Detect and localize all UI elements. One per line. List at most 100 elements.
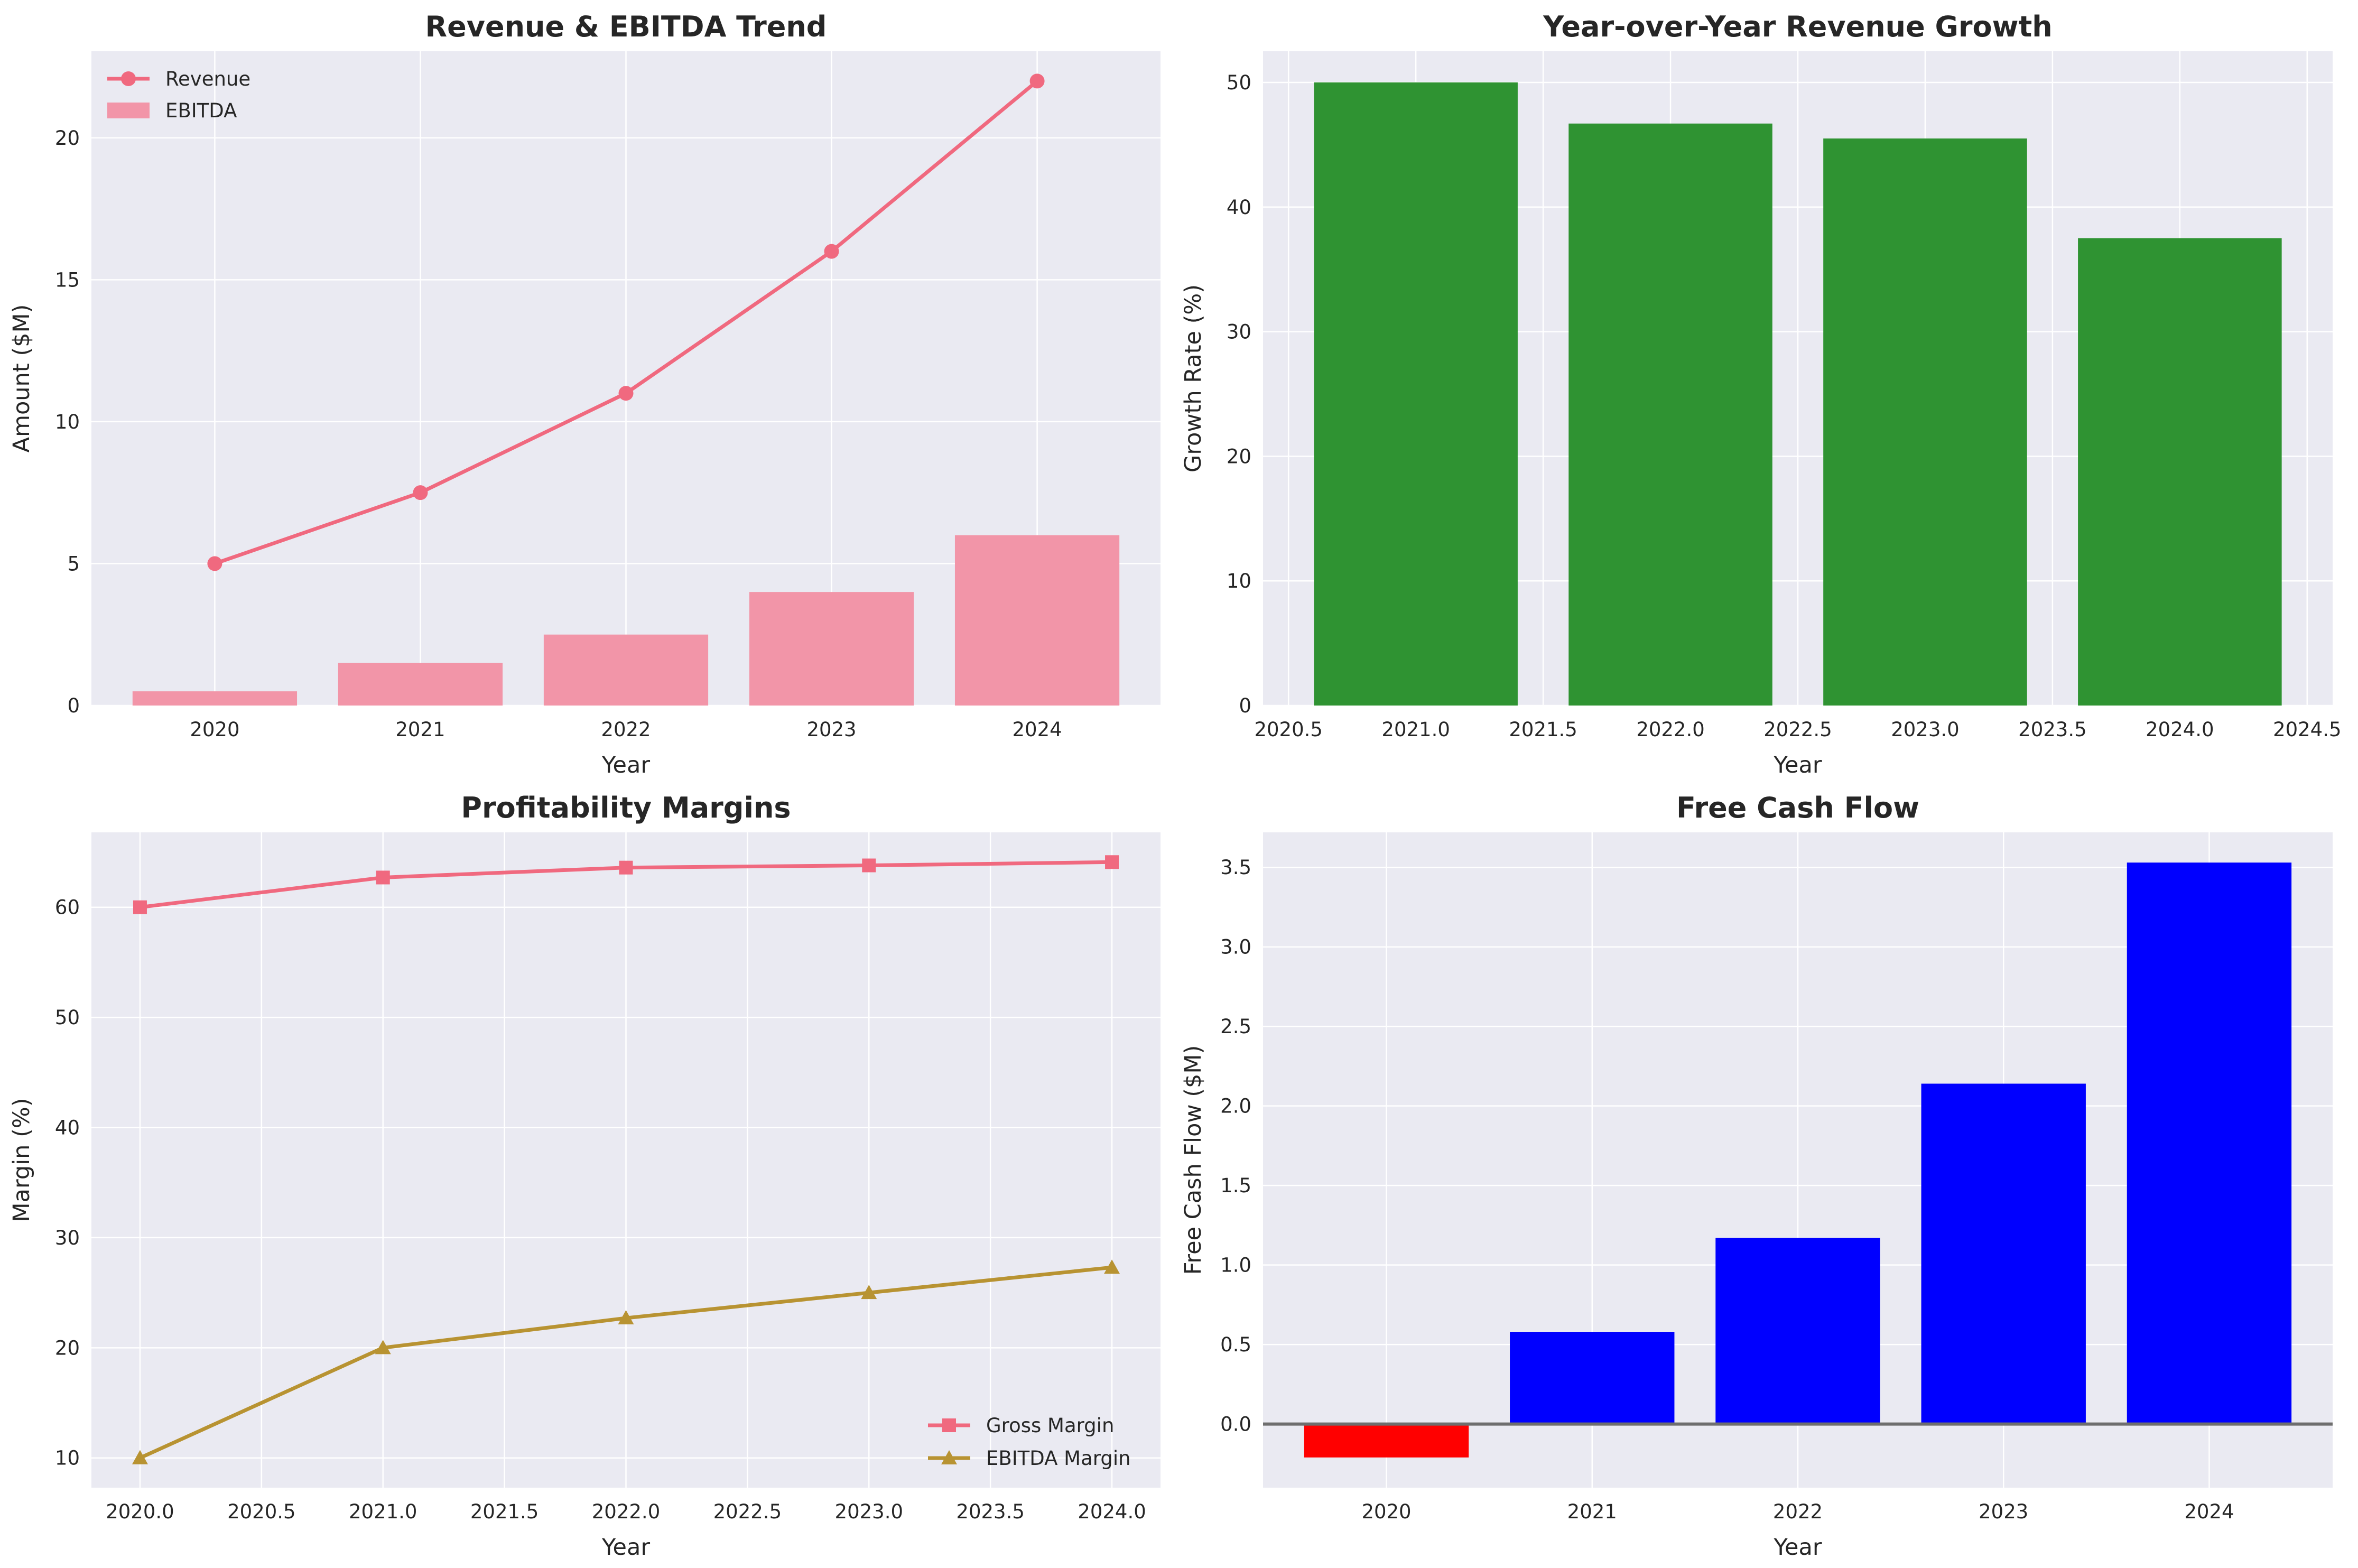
ebitda-bar — [954, 535, 1120, 706]
y-tick-label: 5 — [67, 552, 80, 575]
data-point — [1104, 1259, 1120, 1274]
data-point — [619, 860, 633, 875]
x-tick-label: 2020 — [190, 718, 239, 741]
legend-swatch-ebitda — [107, 103, 150, 118]
data-point — [375, 1340, 391, 1354]
chart-title: Year-over-Year Revenue Growth — [1543, 10, 2052, 43]
legend-label: EBITDA Margin — [986, 1447, 1131, 1470]
x-tick-label: 2020 — [1361, 1500, 1411, 1523]
y-tick-label: 0 — [1239, 694, 1251, 717]
x-tick-label: 2021.5 — [470, 1500, 539, 1523]
y-tick-label: 20 — [1227, 445, 1251, 468]
x-tick-label: 2024.0 — [2146, 718, 2214, 741]
ebitda-bar — [132, 691, 298, 706]
x-tick-label: 2022.0 — [592, 1500, 660, 1523]
chart-title: Free Cash Flow — [1676, 791, 1919, 824]
x-tick-label: 2020.5 — [227, 1500, 295, 1523]
data-point — [376, 870, 390, 885]
data-point — [941, 1450, 957, 1464]
x-tick-label: 2021.0 — [1381, 718, 1450, 741]
y-tick-label: 2.5 — [1220, 1015, 1251, 1038]
data-point — [861, 1285, 877, 1300]
y-tick-label: 40 — [55, 1117, 80, 1139]
legend-label: Gross Margin — [986, 1414, 1114, 1437]
x-tick-label: 2022.5 — [1763, 718, 1832, 741]
legend-label-ebitda: EBITDA — [165, 99, 237, 122]
y-tick-label: 1.0 — [1220, 1254, 1251, 1277]
growth-bar — [1314, 82, 1518, 706]
data-point — [618, 386, 634, 401]
profitability-margins-chart: Profitability Margins Year Margin (%) 10 20 3… — [8, 791, 1161, 1561]
x-tick-label: 2020.0 — [106, 1500, 174, 1523]
y-tick-label: 40 — [1227, 196, 1251, 219]
data-point — [207, 556, 222, 571]
free-cash-flow-chart: Free Cash Flow Year Free Cash Flow ($M) 0.0… — [1180, 791, 2333, 1561]
y-tick-label: 10 — [55, 411, 80, 433]
data-point — [121, 71, 136, 86]
y-axis-label: Margin (%) — [8, 1098, 35, 1222]
data-point — [133, 900, 147, 914]
data-point — [1029, 73, 1045, 89]
ebitda-bar — [543, 634, 709, 706]
y-tick-label: 50 — [1227, 71, 1251, 94]
x-tick-label: 2023.5 — [956, 1500, 1024, 1523]
x-tick-label: 2020.5 — [1254, 718, 1322, 741]
x-tick-label: 2022.0 — [1636, 718, 1704, 741]
revenue-growth-chart: Year-over-Year Revenue Growth Year Growth … — [1180, 10, 2342, 778]
chart-title: Revenue & EBITDA Trend — [425, 10, 827, 43]
x-tick-label: 2023 — [806, 718, 856, 741]
y-tick-label: 3.5 — [1220, 856, 1251, 879]
x-tick-label: 2024 — [1012, 718, 1062, 741]
fcf-bar — [1715, 1238, 1880, 1424]
x-tick-label: 2024 — [2184, 1500, 2234, 1523]
x-tick-label: 2021.5 — [1509, 718, 1577, 741]
x-tick-label: 2022 — [601, 718, 651, 741]
y-tick-label: 30 — [1227, 321, 1251, 344]
legend: Revenue EBITDA — [107, 68, 250, 122]
x-tick-label: 2021 — [1567, 1500, 1617, 1523]
y-axis-label: Amount ($M) — [8, 304, 35, 453]
y-tick-label: 1.5 — [1220, 1174, 1251, 1197]
y-tick-label: 15 — [55, 268, 80, 291]
fcf-bar — [1510, 1332, 1675, 1424]
x-tick-label: 2021 — [395, 718, 445, 741]
x-axis-label: Year — [1773, 1534, 1822, 1561]
chart-title: Profitability Margins — [461, 791, 791, 824]
legend-label-revenue: Revenue — [165, 68, 250, 90]
x-tick-label: 2024.5 — [2273, 718, 2341, 741]
x-tick-label: 2023.5 — [2018, 718, 2086, 741]
data-point — [1105, 855, 1119, 869]
fcf-bar — [1921, 1083, 2086, 1424]
x-tick-label: 2021.0 — [349, 1500, 417, 1523]
x-tick-label: 2023.0 — [835, 1500, 903, 1523]
y-tick-label: 3.0 — [1220, 936, 1251, 959]
y-axis-label: Growth Rate (%) — [1180, 284, 1206, 472]
y-tick-label: 50 — [55, 1006, 80, 1029]
y-tick-label: 0.5 — [1220, 1333, 1251, 1356]
y-tick-label: 0 — [67, 694, 80, 717]
revenue-ebitda-chart: Revenue & EBITDA Trend Year Amount ($M) 0 5 1… — [8, 10, 1161, 778]
growth-bar — [1823, 138, 2027, 706]
y-tick-label: 10 — [1227, 570, 1251, 592]
growth-bar — [1568, 123, 1772, 706]
y-axis-label: Free Cash Flow ($M) — [1180, 1045, 1206, 1275]
y-tick-label: 60 — [55, 896, 80, 919]
y-tick-label: 20 — [55, 1337, 80, 1359]
data-point — [413, 485, 428, 500]
x-axis-label: Year — [601, 752, 650, 778]
y-tick-label: 0.0 — [1220, 1413, 1251, 1436]
x-tick-label: 2023.0 — [1891, 718, 1959, 741]
ebitda-bar — [749, 592, 914, 706]
y-tick-label: 2.0 — [1220, 1095, 1251, 1118]
x-tick-label: 2023 — [1979, 1500, 2028, 1523]
data-point — [618, 1310, 634, 1325]
fcf-bar — [2127, 862, 2292, 1424]
x-axis-label: Year — [1773, 752, 1822, 778]
x-tick-label: 2024.0 — [1078, 1500, 1146, 1523]
x-tick-label: 2022 — [1773, 1500, 1823, 1523]
data-point — [942, 1418, 956, 1432]
fcf-bar — [1304, 1424, 1469, 1458]
growth-bar — [2078, 238, 2282, 706]
x-axis-label: Year — [601, 1534, 650, 1561]
